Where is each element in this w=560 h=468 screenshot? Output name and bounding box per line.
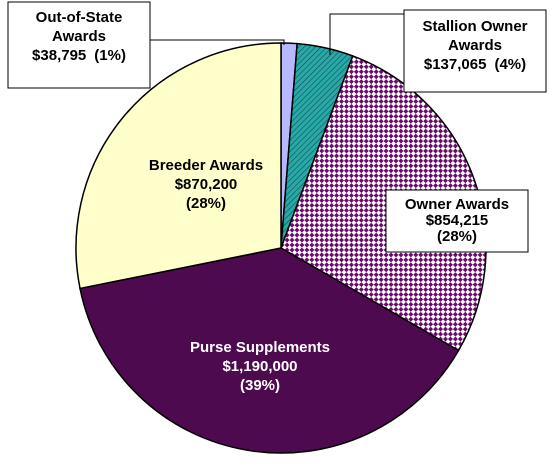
leader-line: [150, 39, 285, 45]
share-label: (28%): [437, 228, 477, 245]
share-label: (4%): [494, 56, 526, 73]
label-box: [385, 189, 529, 253]
share-label: (39%): [240, 377, 280, 394]
value-label: $1,190,000: [222, 358, 297, 375]
slice-label: Stallion Owner: [422, 18, 527, 35]
pie-slice: [79, 247, 460, 454]
slice-label: Out-of-State: [36, 9, 123, 26]
slice-label: Owner Awards: [405, 196, 509, 213]
share-label: (1%): [94, 47, 126, 64]
value-label: $870,200: [175, 176, 238, 193]
value-label: $137,065: [424, 56, 487, 73]
pie-slice: [75, 42, 282, 290]
slice-label: Purse Supplements: [190, 339, 330, 356]
share-label: (28%): [186, 195, 226, 212]
value-label: $854,215: [426, 212, 489, 229]
slice-label: Breeder Awards: [149, 157, 263, 174]
slice-label: Awards: [448, 37, 502, 54]
label-box: [7, 1, 151, 89]
slice-value: $38,795 (1%): [32, 47, 126, 64]
slice-label: Awards: [52, 28, 106, 45]
label-box: [403, 9, 547, 93]
leader-line: [329, 13, 404, 55]
slice-value: $137,065 (4%): [424, 56, 526, 73]
value-label: $38,795: [32, 47, 86, 64]
